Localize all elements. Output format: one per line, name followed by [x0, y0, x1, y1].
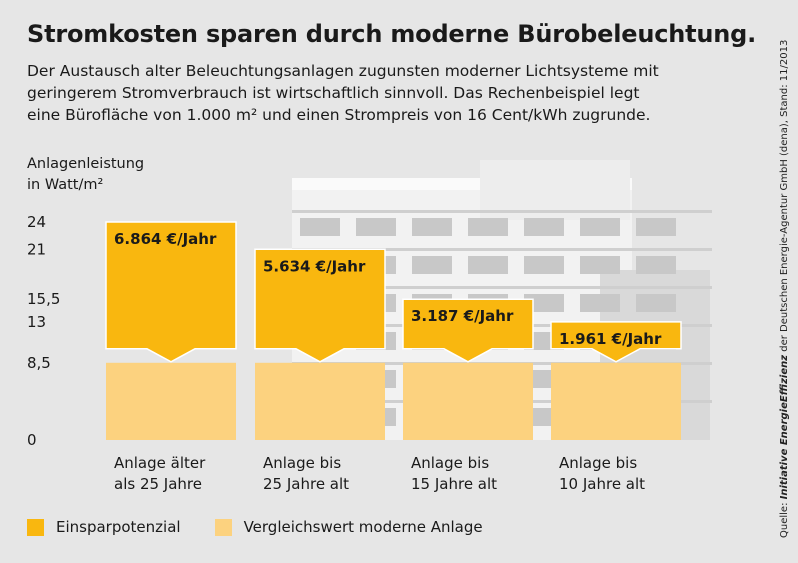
legend-label-modern: Vergleichswert moderne Anlage	[243, 518, 483, 536]
building-window	[412, 256, 452, 274]
x-tick-label: Anlage älter	[114, 454, 206, 472]
y-tick-label: 13	[27, 313, 46, 331]
building-window	[356, 218, 396, 236]
building-window	[300, 218, 340, 236]
building-window	[636, 294, 676, 312]
source-prefix: Quelle:	[779, 499, 790, 538]
subtitle-line-3: eine Bürofläche von 1.000 m² und einen S…	[27, 106, 651, 124]
legend-swatch-savings	[27, 518, 44, 536]
building-floor-line	[292, 210, 712, 213]
chart-title: Stromkosten sparen durch moderne Bürobel…	[27, 20, 757, 48]
legend: Einsparpotenzial Vergleichswert moderne …	[27, 518, 517, 536]
x-tick-label: 15 Jahre alt	[411, 475, 497, 493]
x-tick-label: Anlage bis	[263, 454, 341, 472]
bar-savings	[402, 298, 534, 363]
building-floor-line	[292, 286, 712, 289]
data-label: 3.187 €/Jahr	[411, 307, 514, 325]
data-label: 1.961 €/Jahr	[559, 330, 662, 348]
bar-modern	[255, 362, 385, 440]
x-axis-labels: Anlage älter als 25 Jahre Anlage bis 25 Jah…	[114, 454, 645, 493]
bar-modern	[403, 362, 533, 440]
legend-item-savings: Einsparpotenzial	[27, 518, 181, 536]
y-axis-label-line-1: Anlagenleistung	[27, 156, 145, 172]
building-window	[524, 294, 564, 312]
source-note: Quelle: Initiative EnergieEffizienz der …	[779, 40, 790, 538]
y-axis-label-line-2: in Watt/m²	[27, 177, 104, 193]
source-suffix: der Deutschen Energie-Agentur GmbH (dena…	[779, 39, 790, 355]
y-axis-label: Anlagenleistung in Watt/m²	[27, 154, 144, 196]
x-tick-label: 10 Jahre alt	[559, 475, 645, 493]
y-tick-label: 15,5	[27, 290, 60, 308]
chart-subtitle: Der Austausch alter Beleuchtungsanlagen …	[27, 60, 717, 126]
bar-savings	[550, 321, 682, 363]
building-floor-line	[292, 248, 712, 251]
bar-savings	[105, 221, 237, 363]
building-window	[524, 256, 564, 274]
y-tick-label: 24	[27, 213, 46, 231]
legend-item-modern: Vergleichswert moderne Anlage	[214, 518, 483, 536]
bar-modern	[106, 362, 236, 440]
building-window	[412, 218, 452, 236]
bar-modern	[551, 362, 681, 440]
data-label: 6.864 €/Jahr	[114, 230, 217, 248]
x-tick-label: 25 Jahre alt	[263, 475, 349, 493]
y-tick-label: 21	[27, 240, 46, 258]
x-tick-label: Anlage bis	[411, 454, 489, 472]
building-window	[580, 218, 620, 236]
y-axis-ticks: 0 8,5 13 15,5 21 24	[27, 213, 60, 449]
legend-swatch-modern	[214, 518, 232, 536]
data-label: 5.634 €/Jahr	[263, 257, 366, 275]
x-tick-label: als 25 Jahre	[114, 475, 202, 493]
subtitle-line-1: Der Austausch alter Beleuchtungsanlagen …	[27, 62, 659, 80]
bars: 6.864 €/Jahr 5.634 €/Jahr 3.187 €/Jahr 1.96…	[105, 221, 682, 440]
building-window	[636, 256, 676, 274]
building-window	[636, 218, 676, 236]
building-window	[524, 218, 564, 236]
y-tick-label: 0	[27, 431, 37, 449]
y-tick-label: 8,5	[27, 354, 51, 372]
x-tick-label: Anlage bis	[559, 454, 637, 472]
building-window	[580, 256, 620, 274]
source-brand: Initiative EnergieEffizienz	[779, 354, 790, 500]
legend-label-savings: Einsparpotenzial	[56, 518, 181, 536]
bar-savings	[254, 248, 386, 363]
subtitle-line-2: geringerem Stromverbrauch ist wirtschaft…	[27, 84, 640, 102]
building-window	[580, 294, 620, 312]
building-window	[468, 218, 508, 236]
building-window	[468, 256, 508, 274]
